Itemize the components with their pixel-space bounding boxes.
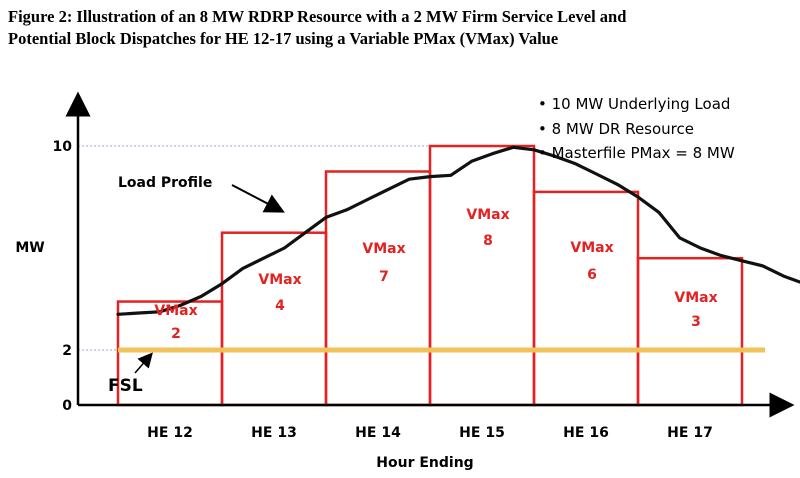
figure-title-line-2: Potential Block Dispatches for HE 12-17 …: [8, 29, 559, 48]
vmax-label: VMax: [362, 241, 405, 257]
figure-title: Figure 2: Illustration of an 8 MW RDRP R…: [8, 6, 788, 50]
y-tick-label: 2: [62, 343, 72, 359]
vmax-value: 8: [483, 233, 493, 249]
fsl-arrow: [134, 352, 153, 374]
load-profile-annotation: Load Profile: [118, 175, 212, 191]
y-tick-label: 0: [62, 398, 72, 414]
y-tick-label: 10: [53, 139, 73, 155]
vmax-label: VMax: [154, 303, 197, 319]
x-tick-label: HE 17: [667, 425, 713, 441]
x-tick-label: HE 12: [147, 425, 193, 441]
vmax-label: VMax: [258, 272, 301, 288]
vmax-value: 3: [691, 314, 701, 330]
vmax-label: VMax: [570, 240, 613, 256]
block-bar: [324, 170, 432, 407]
vmax-value: 2: [171, 326, 181, 342]
vmax-value: 7: [379, 269, 389, 285]
legend-item: • 8 MW DR Resource: [538, 120, 694, 138]
vmax-label: VMax: [466, 207, 509, 223]
load-profile-line: [116, 145, 800, 316]
x-tick-label: HE 14: [355, 425, 401, 441]
block-bar: [636, 256, 744, 407]
fsl-annotation: FSL: [108, 376, 143, 396]
legend-item: • 10 MW Underlying Load: [538, 95, 730, 113]
x-tick-label: HE 16: [563, 425, 609, 441]
vmax-label: VMax: [674, 290, 717, 306]
block-bar: [532, 190, 640, 407]
x-tick-label: HE 13: [251, 425, 297, 441]
figure-title-line-1: Figure 2: Illustration of an 8 MW RDRP R…: [8, 7, 627, 26]
x-tick-label: HE 15: [459, 425, 505, 441]
vmax-value: 4: [275, 298, 285, 314]
block-bar: [220, 231, 328, 407]
x-axis-title: Hour Ending: [376, 455, 473, 471]
block-bar: [428, 144, 536, 407]
vmax-value: 6: [587, 267, 597, 283]
y-axis-title: MW: [15, 240, 44, 256]
load-profile-arrow: [231, 184, 285, 213]
legend-item: • Masterfile PMax = 8 MW: [538, 144, 735, 162]
